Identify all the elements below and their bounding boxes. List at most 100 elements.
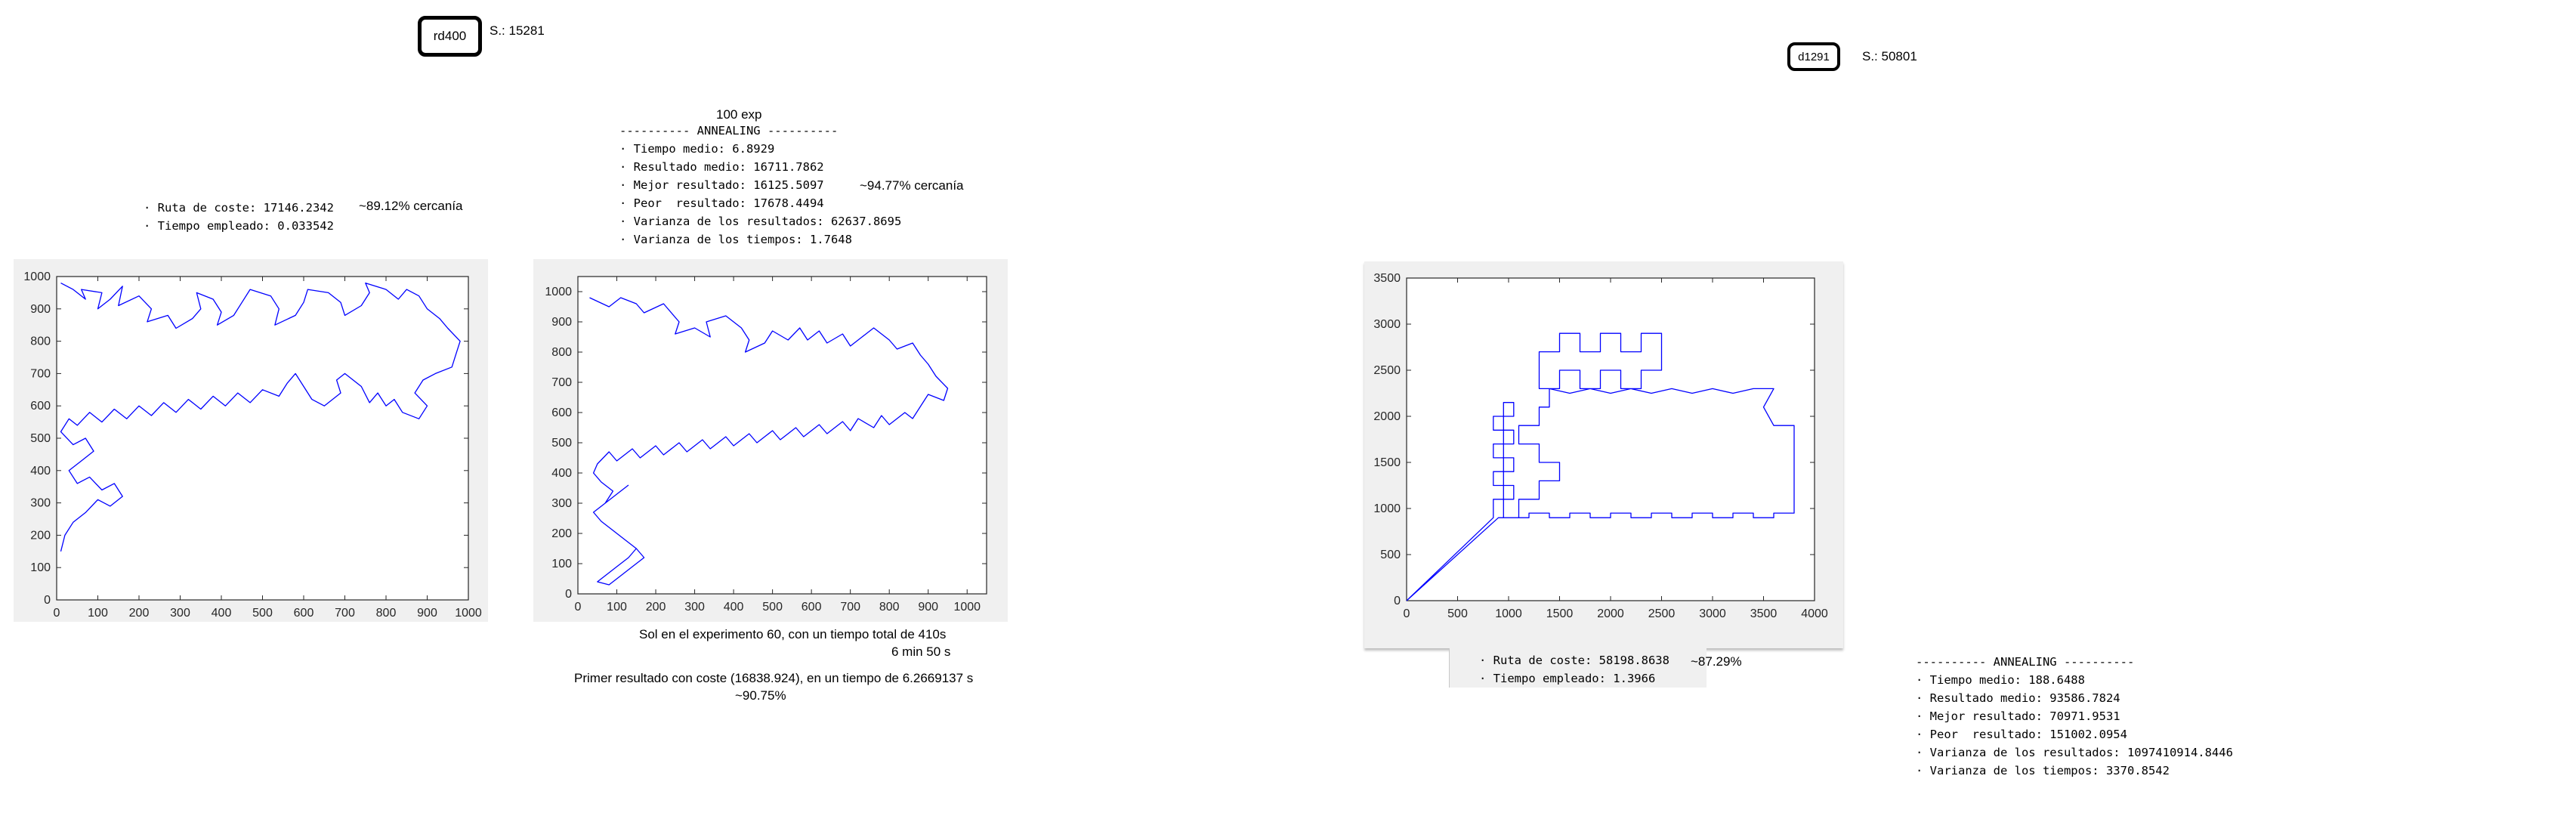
annealing-summary-left: ---------- ANNEALING ---------- · Tiempo… bbox=[619, 122, 901, 249]
best-pct-label: ~94.77% cercanía bbox=[860, 178, 964, 193]
y-tick-label: 400 bbox=[30, 465, 51, 478]
tour-route-line bbox=[1406, 332, 1795, 601]
y-tick-label: 200 bbox=[30, 529, 51, 542]
x-tick-label: 100 bbox=[88, 607, 108, 620]
y-tick-label: 0 bbox=[44, 594, 51, 607]
annealing-header: ---------- ANNEALING ---------- bbox=[619, 124, 839, 138]
plot-area bbox=[1406, 277, 1815, 601]
annealing-line: · Mejor resultado: 16125.5097 bbox=[619, 178, 824, 192]
x-tick-label: 900 bbox=[918, 601, 938, 614]
x-tick-label: 3500 bbox=[1750, 607, 1778, 620]
dataset-tag-rd400: rd400 bbox=[418, 16, 482, 57]
solution-label: S.: 15281 bbox=[490, 23, 545, 38]
x-tick-label: 400 bbox=[724, 601, 744, 614]
x-tick-label: 500 bbox=[1447, 607, 1468, 620]
y-tick-label: 2000 bbox=[1373, 410, 1401, 423]
plot-area bbox=[56, 276, 469, 601]
x-tick-label: 700 bbox=[335, 607, 355, 620]
x-tick-label: 500 bbox=[762, 601, 783, 614]
experiments-title: 100 exp bbox=[716, 107, 762, 122]
note-first-result-pct: ~90.75% bbox=[735, 688, 786, 703]
annealing-line: · Varianza de los resultados: 1097410914… bbox=[1916, 746, 2233, 759]
note-best-experiment: Sol en el experimento 60, con un tiempo … bbox=[639, 627, 947, 641]
x-tick-label: 1000 bbox=[953, 601, 981, 614]
y-tick-label: 900 bbox=[551, 316, 572, 329]
y-tick-label: 200 bbox=[551, 527, 572, 540]
y-tick-label: 400 bbox=[551, 467, 572, 480]
x-tick-label: 0 bbox=[54, 607, 60, 620]
y-tick-label: 1000 bbox=[1373, 502, 1401, 515]
greedy-cost-line-right: · Ruta de coste: 58198.8638 bbox=[1479, 654, 1669, 667]
y-tick-label: 900 bbox=[30, 303, 51, 316]
y-tick-label: 800 bbox=[30, 335, 51, 348]
y-tick-label: 500 bbox=[30, 432, 51, 445]
y-tick-label: 700 bbox=[551, 376, 572, 389]
y-tick-label: 600 bbox=[30, 400, 51, 413]
y-tick-label: 700 bbox=[30, 367, 51, 380]
y-tick-label: 500 bbox=[551, 437, 572, 450]
y-tick-label: 3500 bbox=[1373, 272, 1401, 285]
annealing-line: · Tiempo medio: 188.6488 bbox=[1916, 673, 2085, 687]
y-tick-label: 600 bbox=[551, 406, 572, 419]
x-tick-label: 800 bbox=[879, 601, 900, 614]
x-tick-label: 200 bbox=[646, 601, 666, 614]
annealing-line: · Peor resultado: 17678.4494 bbox=[619, 196, 824, 210]
y-tick-label: 1000 bbox=[23, 270, 51, 283]
x-tick-label: 400 bbox=[212, 607, 232, 620]
annealing-summary-right: ---------- ANNEALING ---------- · Tiempo… bbox=[1916, 653, 2233, 780]
annealing-line: · Resultado medio: 16711.7862 bbox=[619, 160, 824, 174]
x-tick-label: 200 bbox=[129, 607, 150, 620]
y-tick-label: 2500 bbox=[1373, 364, 1401, 377]
note-best-duration: 6 min 50 s bbox=[891, 644, 951, 659]
x-tick-label: 100 bbox=[607, 601, 627, 614]
dataset-tag-d1291: d1291 bbox=[1787, 42, 1840, 71]
y-tick-label: 0 bbox=[1394, 595, 1401, 607]
x-tick-label: 600 bbox=[294, 607, 314, 620]
y-tick-label: 100 bbox=[30, 561, 51, 574]
y-tick-label: 500 bbox=[1380, 549, 1401, 561]
x-tick-label: 900 bbox=[417, 607, 437, 620]
plot-area bbox=[577, 276, 987, 595]
annealing-line: · Peor resultado: 151002.0954 bbox=[1916, 728, 2127, 741]
note-first-result: Primer resultado con coste (16838.924), … bbox=[574, 671, 974, 685]
greedy-summary-right-backdrop bbox=[1449, 648, 1707, 688]
y-tick-label: 300 bbox=[30, 497, 51, 510]
x-tick-label: 1500 bbox=[1546, 607, 1574, 620]
y-tick-label: 100 bbox=[551, 558, 572, 570]
x-tick-label: 1000 bbox=[455, 607, 482, 620]
y-tick-label: 0 bbox=[565, 588, 572, 601]
annealing-line: · Resultado medio: 93586.7824 bbox=[1916, 691, 2120, 705]
annealing-line: · Varianza de los tiempos: 3370.8542 bbox=[1916, 764, 2170, 777]
annealing-line: · Varianza de los resultados: 62637.8695 bbox=[619, 215, 902, 228]
annealing-header: ---------- ANNEALING ---------- bbox=[1916, 655, 2135, 669]
greedy-pct-label: ~89.12% cercanía bbox=[359, 199, 463, 213]
solution-label-right: S.: 50801 bbox=[1862, 49, 1917, 63]
x-tick-label: 3000 bbox=[1699, 607, 1726, 620]
x-tick-label: 800 bbox=[376, 607, 397, 620]
x-tick-label: 0 bbox=[1404, 607, 1410, 620]
greedy-time-line: · Tiempo empleado: 0.033542 bbox=[144, 219, 334, 233]
y-tick-label: 1500 bbox=[1373, 456, 1401, 469]
tour-route-line bbox=[589, 297, 949, 586]
x-tick-label: 500 bbox=[252, 607, 273, 620]
y-tick-label: 300 bbox=[551, 497, 572, 510]
x-tick-label: 700 bbox=[840, 601, 860, 614]
x-tick-label: 4000 bbox=[1801, 607, 1828, 620]
x-tick-label: 1000 bbox=[1495, 607, 1522, 620]
x-tick-label: 0 bbox=[575, 601, 582, 614]
tour-route-line bbox=[60, 282, 461, 552]
y-tick-label: 3000 bbox=[1373, 318, 1401, 331]
x-tick-label: 2000 bbox=[1597, 607, 1624, 620]
greedy-cost-line: · Ruta de coste: 17146.2342 bbox=[144, 201, 334, 215]
y-tick-label: 800 bbox=[551, 346, 572, 359]
x-tick-label: 600 bbox=[802, 601, 822, 614]
x-tick-label: 300 bbox=[170, 607, 190, 620]
annealing-line: · Tiempo medio: 6.8929 bbox=[619, 142, 775, 156]
annealing-line: · Varianza de los tiempos: 1.7648 bbox=[619, 233, 852, 246]
annealing-line: · Mejor resultado: 70971.9531 bbox=[1916, 709, 2120, 723]
x-tick-label: 2500 bbox=[1648, 607, 1676, 620]
y-tick-label: 1000 bbox=[545, 286, 572, 298]
x-tick-label: 300 bbox=[684, 601, 705, 614]
